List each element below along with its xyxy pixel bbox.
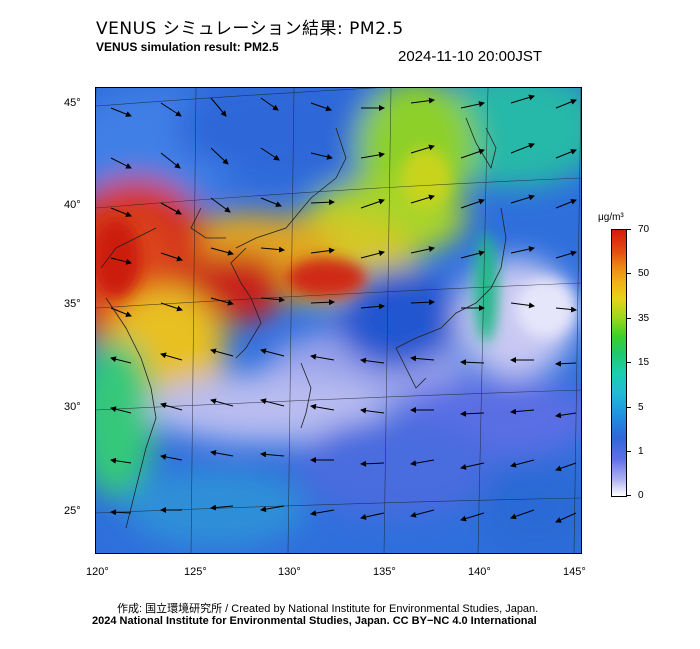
lat-label-45: 45° bbox=[64, 97, 81, 109]
lat-label-40: 40° bbox=[64, 199, 81, 211]
timestamp: 2024-11-10 20:00JST bbox=[398, 48, 542, 65]
title-japanese: VENUS シミュレーション結果: PM2.5 bbox=[96, 19, 404, 39]
lon-label-125: 125° bbox=[184, 566, 207, 578]
lat-label-25: 25° bbox=[64, 505, 81, 517]
colorbar-unit: μg/m³ bbox=[598, 212, 624, 223]
license-text: 2024 National Institute for Environmenta… bbox=[92, 615, 537, 627]
colorbar bbox=[611, 229, 627, 497]
colorbar-label-0: 0 bbox=[638, 490, 644, 501]
lon-label-140: 140° bbox=[468, 566, 491, 578]
colorbar-label-5: 5 bbox=[638, 402, 644, 413]
lon-label-120: 120° bbox=[86, 566, 109, 578]
colorbar-label-70: 70 bbox=[638, 224, 650, 235]
colorbar-label-35: 35 bbox=[638, 313, 650, 324]
lat-label-35: 35° bbox=[64, 298, 81, 310]
pm25-map bbox=[95, 87, 582, 554]
wind-vectors bbox=[110, 94, 577, 523]
map-canvas bbox=[96, 88, 581, 553]
colorbar-label-15: 15 bbox=[638, 357, 650, 368]
lon-label-130: 130° bbox=[278, 566, 301, 578]
concentration-field bbox=[96, 88, 581, 553]
lon-label-145: 145° bbox=[563, 566, 586, 578]
colorbar-label-1: 1 bbox=[638, 446, 644, 457]
lat-label-30: 30° bbox=[64, 401, 81, 413]
credit-text: 作成: 国立環境研究所 / Created by National Instit… bbox=[117, 603, 539, 615]
coastlines bbox=[100, 117, 507, 529]
title-english: VENUS simulation result: PM2.5 bbox=[96, 40, 279, 54]
colorbar-label-50: 50 bbox=[638, 268, 650, 279]
lon-label-135: 135° bbox=[373, 566, 396, 578]
